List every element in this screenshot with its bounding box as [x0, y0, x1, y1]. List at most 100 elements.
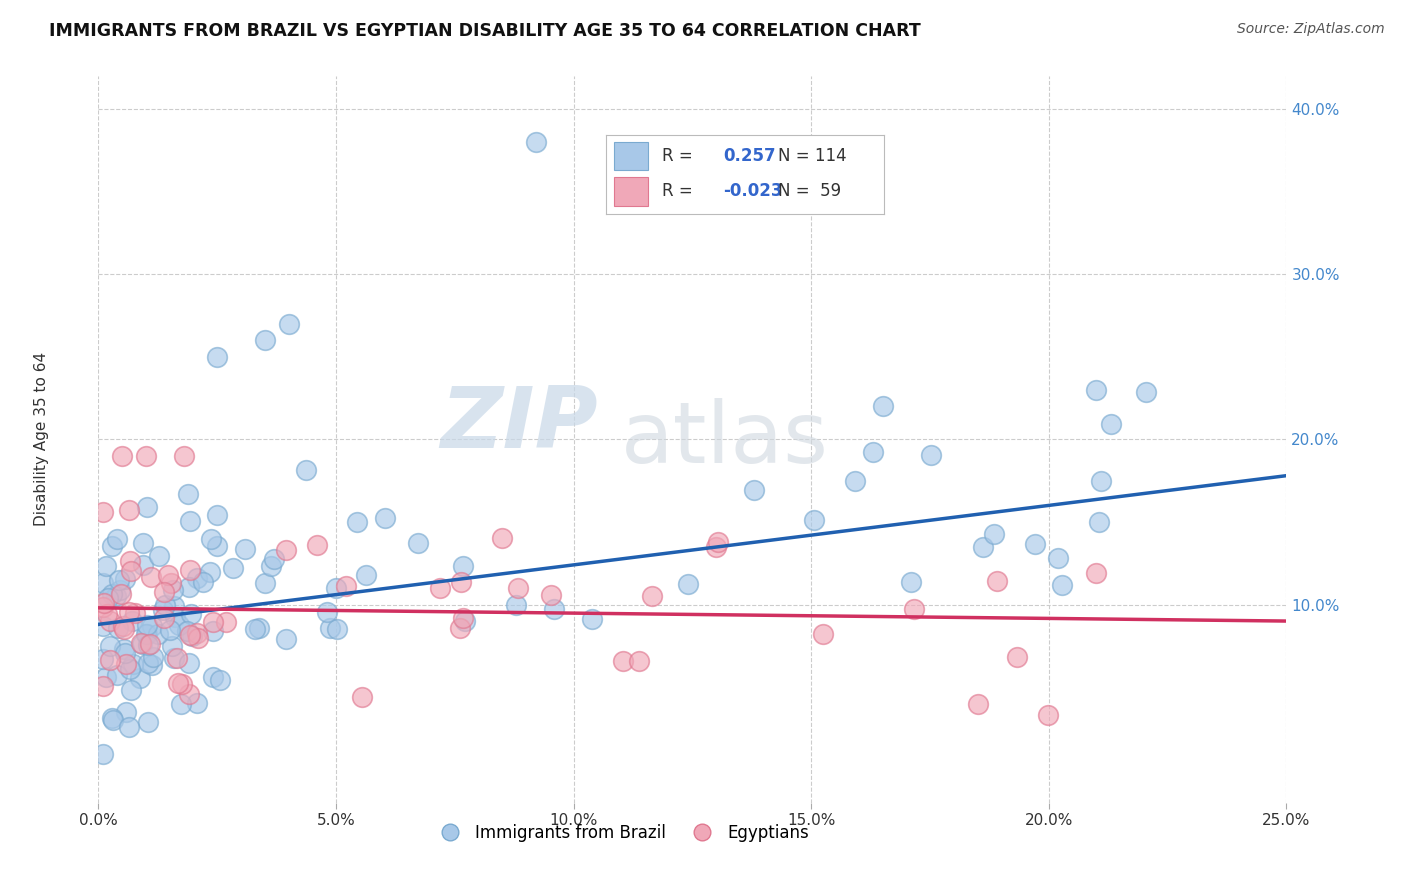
- Point: [260, 559, 283, 574]
- Point: [454, 614, 477, 628]
- Text: Source: ZipAtlas.com: Source: ZipAtlas.com: [1237, 22, 1385, 37]
- Point: [136, 618, 159, 632]
- Point: [114, 657, 136, 671]
- Text: atlas: atlas: [621, 398, 830, 481]
- Point: [111, 449, 134, 463]
- Point: [200, 533, 222, 547]
- Point: [903, 602, 925, 616]
- Point: [98, 639, 121, 653]
- Point: [163, 599, 186, 613]
- Point: [177, 580, 200, 594]
- Point: [319, 621, 342, 635]
- Point: [173, 449, 195, 463]
- Point: [356, 568, 378, 582]
- Point: [208, 673, 231, 687]
- Point: [704, 540, 727, 554]
- Point: [131, 636, 153, 650]
- Text: -0.023: -0.023: [723, 182, 782, 201]
- Point: [132, 536, 155, 550]
- Point: [453, 558, 475, 573]
- Point: [198, 565, 221, 579]
- Point: [163, 651, 186, 665]
- Point: [152, 611, 174, 625]
- Point: [966, 697, 988, 711]
- Point: [107, 621, 129, 635]
- Point: [91, 505, 114, 519]
- Point: [179, 657, 201, 671]
- Point: [118, 662, 141, 676]
- Point: [159, 623, 181, 637]
- Point: [506, 581, 529, 595]
- Point: [294, 463, 316, 477]
- Point: [374, 511, 396, 525]
- Point: [202, 670, 225, 684]
- Point: [179, 627, 201, 641]
- Point: [707, 535, 730, 549]
- Point: [449, 622, 471, 636]
- Point: [1099, 417, 1122, 432]
- Point: [505, 598, 527, 612]
- Text: R =: R =: [662, 147, 693, 165]
- Point: [128, 671, 150, 685]
- Point: [247, 621, 270, 635]
- Point: [93, 596, 115, 610]
- Point: [222, 561, 245, 575]
- Bar: [614, 142, 648, 170]
- Point: [187, 631, 209, 645]
- Point: [110, 587, 132, 601]
- Point: [100, 615, 122, 629]
- Point: [114, 646, 136, 660]
- Point: [451, 611, 474, 625]
- Point: [170, 677, 193, 691]
- Text: Disability Age 35 to 64: Disability Age 35 to 64: [34, 352, 49, 526]
- Text: N = 114: N = 114: [779, 147, 846, 165]
- Point: [186, 571, 208, 585]
- Point: [543, 602, 565, 616]
- Text: IMMIGRANTS FROM BRAZIL VS EGYPTIAN DISABILITY AGE 35 TO 64 CORRELATION CHART: IMMIGRANTS FROM BRAZIL VS EGYPTIAN DISAB…: [49, 22, 921, 40]
- Point: [142, 649, 165, 664]
- Point: [91, 576, 114, 591]
- Point: [97, 591, 120, 606]
- Point: [276, 632, 298, 646]
- Point: [742, 483, 765, 497]
- Point: [135, 627, 157, 641]
- Point: [862, 445, 884, 459]
- Point: [120, 564, 142, 578]
- Point: [1050, 578, 1073, 592]
- Point: [205, 539, 228, 553]
- Point: [100, 540, 122, 554]
- Point: [844, 474, 866, 488]
- Point: [214, 615, 236, 629]
- Point: [118, 502, 141, 516]
- Point: [170, 698, 193, 712]
- Point: [131, 637, 153, 651]
- Point: [118, 720, 141, 734]
- Point: [162, 582, 184, 597]
- Point: [148, 627, 170, 641]
- Point: [186, 626, 208, 640]
- Point: [1090, 474, 1112, 488]
- Point: [581, 612, 603, 626]
- Point: [179, 563, 201, 577]
- Point: [986, 574, 1008, 589]
- Point: [141, 658, 163, 673]
- Point: [136, 715, 159, 730]
- Point: [111, 619, 134, 633]
- Point: [114, 622, 136, 636]
- Point: [96, 670, 118, 684]
- Point: [91, 652, 114, 666]
- Point: [167, 618, 190, 632]
- Point: [163, 610, 186, 624]
- Point: [135, 449, 157, 463]
- Point: [1024, 537, 1046, 551]
- Point: [177, 486, 200, 500]
- Point: [491, 532, 513, 546]
- Point: [1038, 707, 1060, 722]
- Point: [132, 558, 155, 572]
- Point: [105, 668, 128, 682]
- Point: [141, 619, 163, 633]
- Point: [202, 615, 225, 629]
- Point: [627, 654, 650, 668]
- Point: [160, 639, 183, 653]
- Point: [676, 577, 699, 591]
